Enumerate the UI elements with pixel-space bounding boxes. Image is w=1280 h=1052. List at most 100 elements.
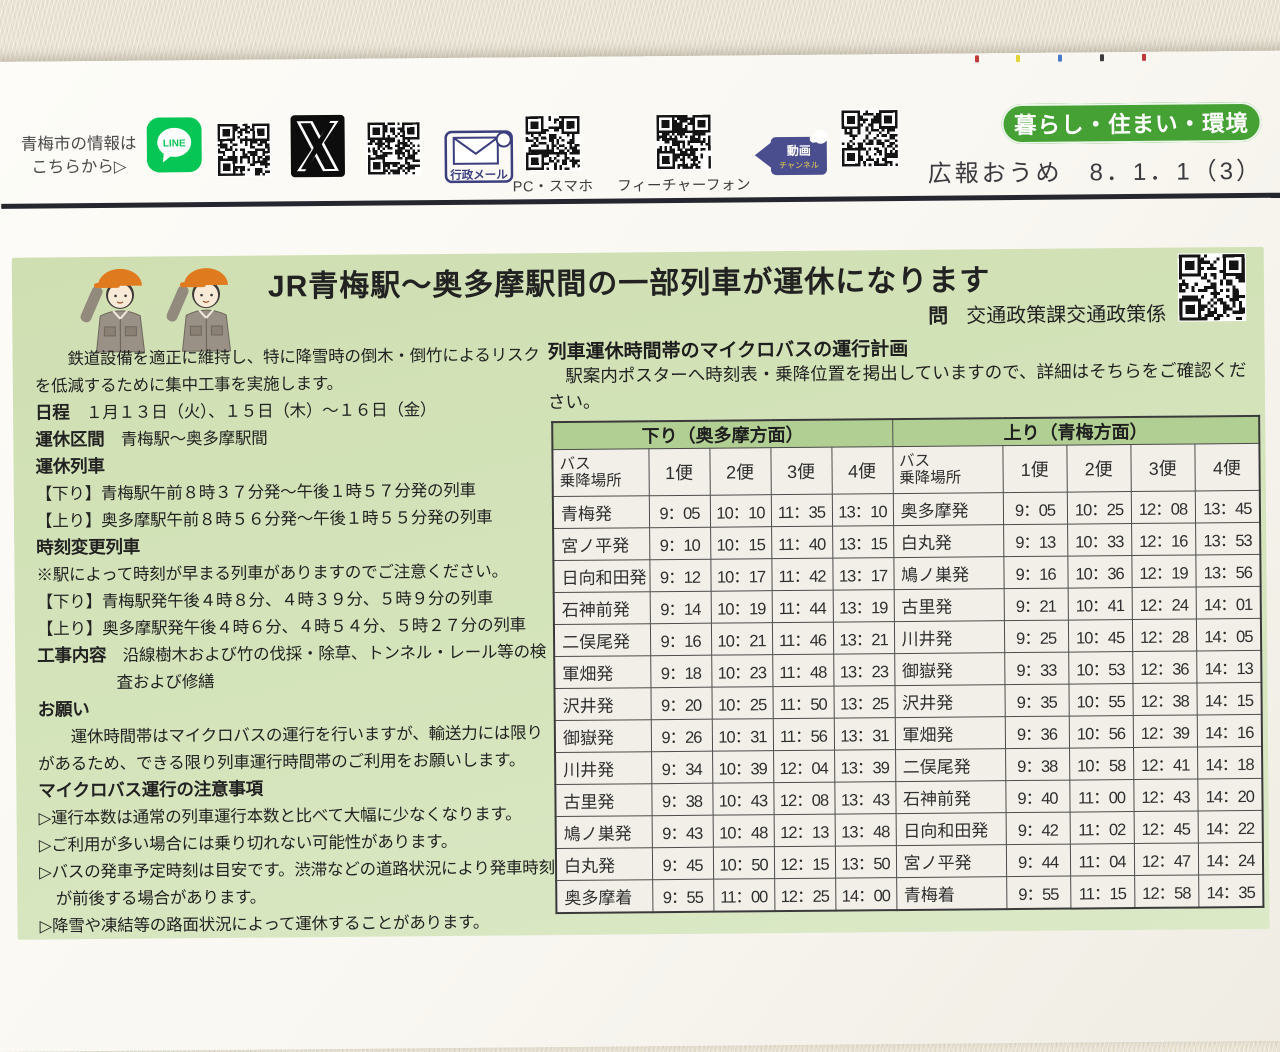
down-time-cell: 10：19 (711, 591, 772, 624)
article-title: JR青梅駅～奥多摩駅間の一部列車が運休になります (268, 254, 1168, 306)
down-stop-cell: 奥多摩着 (556, 880, 652, 913)
up-time-cell: 12：38 (1133, 683, 1197, 716)
down-time-cell: 9：26 (651, 719, 712, 752)
down-time-cell: 13：31 (834, 718, 895, 751)
down-time-cell: 11：00 (713, 879, 774, 912)
line-icon: LINE (146, 117, 202, 177)
line-label: 運休列車 (35, 456, 104, 477)
line-label: 時刻変更列車 (36, 537, 140, 558)
down-stop-column-header: バス 乗降場所 (552, 449, 648, 497)
line-label: 工事内容 (37, 645, 106, 666)
up-time-cell: 10：45 (1068, 620, 1132, 653)
qr-code-feature-phone (655, 114, 711, 170)
down-time-cell: 13：43 (834, 782, 895, 815)
print-registration-marks (0, 51, 1280, 62)
down-time-cell: 12：25 (774, 878, 835, 911)
up-service-3-header: 3便 (1130, 444, 1194, 492)
up-time-cell: 14：01 (1196, 586, 1261, 619)
down-time-cell: 13：39 (834, 750, 895, 783)
up-time-cell: 14：16 (1197, 714, 1262, 747)
newsletter-sheet: 青梅市の情報は こちらから▷ LINE 行政メール PC・スマホ (0, 51, 1280, 1022)
timetable-column-header-row: バス 乗降場所 1便 2便 3便 4便 バス 乗降場所 1便 2便 3便 4便 (552, 443, 1259, 496)
down-time-cell: 12：04 (773, 750, 834, 783)
down-time-cell: 11：50 (772, 686, 833, 719)
stop-header-line1: バス (899, 452, 1002, 470)
down-time-cell: 12：13 (774, 814, 835, 847)
print-mark (1100, 54, 1104, 61)
up-time-cell: 13：45 (1195, 490, 1260, 523)
up-service-1-header: 1便 (1002, 445, 1066, 493)
down-time-cell: 10：23 (711, 655, 772, 688)
down-time-cell: 11：35 (771, 494, 832, 527)
up-time-cell: 10：58 (1069, 748, 1133, 781)
down-time-cell: 9：38 (651, 783, 712, 816)
down-time-cell: 10：31 (712, 719, 773, 752)
down-time-cell: 11：46 (772, 622, 833, 655)
down-time-cell: 13：15 (832, 526, 893, 559)
up-stop-cell: 白丸発 (893, 525, 1003, 558)
bus-timetable: 下り（奥多摩方面） 上り（青梅方面） バス 乗降場所 1便 2便 3便 4便 バ… (551, 415, 1264, 914)
up-time-cell: 9：16 (1003, 556, 1067, 589)
body-line: 運休時間帯はマイクロバスの運行を行いますが、輸送力には限りがあるため、できる限り… (38, 719, 554, 778)
down-time-cell: 13：25 (833, 686, 894, 719)
down-time-cell: 10：15 (710, 527, 771, 560)
up-time-cell: 10：36 (1067, 556, 1131, 589)
down-service-3-header: 3便 (770, 447, 831, 495)
up-time-cell: 14：24 (1198, 842, 1263, 875)
line-label: 運休区間 (35, 429, 104, 450)
up-time-cell: 11：00 (1069, 780, 1133, 813)
stop-header-line1: バス (559, 455, 648, 473)
bus-plan-body: 駅案内ポスターへ時刻表・乗降位置を掲出していますので、詳細はそちらをご確認くださ… (548, 357, 1262, 415)
video-channel-icon: 動画 チャンネル (753, 129, 835, 187)
down-time-cell: 9：10 (649, 527, 710, 560)
up-time-cell: 9：40 (1005, 780, 1069, 813)
stop-header-line2: 乗降場所 (899, 469, 1002, 487)
up-time-cell: 9：25 (1004, 620, 1068, 653)
down-time-cell: 10：17 (710, 559, 771, 592)
up-time-cell: 13：53 (1195, 522, 1260, 555)
down-service-4-header: 4便 (831, 447, 892, 495)
up-stop-cell: 古里発 (894, 589, 1004, 622)
down-stop-cell: 鳩ノ巣発 (556, 816, 652, 849)
up-time-cell: 11：04 (1070, 844, 1134, 877)
down-time-cell: 13：48 (835, 814, 896, 847)
down-stop-cell: 御嶽発 (555, 720, 651, 753)
category-badge: 暮らし・住まい・環境 (1001, 102, 1261, 144)
issue-info: 広報おうめ 8．1．1（3） (927, 151, 1263, 189)
down-time-cell: 10：43 (712, 783, 773, 816)
up-time-cell: 12：39 (1133, 715, 1197, 748)
down-time-cell: 12：15 (774, 846, 835, 879)
city-info-line1: 青梅市の情報は (17, 133, 141, 157)
body-line: 【上り】奥多摩駅午前８時５６分発～午後１時５５分発の列車 (36, 503, 552, 535)
body-line: 工事内容 沿線樹木および竹の伐採・除草、トンネル・レール等の検査および修繕 (37, 638, 553, 697)
down-time-cell: 10：48 (713, 815, 774, 848)
down-time-cell: 13：17 (832, 558, 893, 591)
up-time-cell: 14：05 (1196, 618, 1261, 651)
down-stop-cell: 宮ノ平発 (553, 528, 649, 561)
stop-header-line2: 乗降場所 (560, 472, 649, 490)
left-column: 鉄道設備を適正に維持し、特に降雪時の倒木・倒竹によるリスクを低減するために集中工… (34, 341, 555, 939)
down-stop-cell: 古里発 (555, 784, 651, 817)
down-time-cell: 9：20 (650, 687, 711, 720)
down-time-cell: 12：08 (773, 782, 834, 815)
newsletter-paper: 青梅市の情報は こちらから▷ LINE 行政メール PC・スマホ (0, 51, 1280, 1052)
up-time-cell: 10：55 (1069, 684, 1133, 717)
up-time-cell: 9：33 (1004, 652, 1068, 685)
down-time-cell: 9：18 (650, 655, 711, 688)
down-time-cell: 11：48 (772, 654, 833, 687)
down-stop-cell: 青梅発 (553, 496, 649, 529)
up-stop-column-header: バス 乗降場所 (892, 446, 1002, 494)
up-time-cell: 12：41 (1133, 747, 1197, 780)
up-time-cell: 10：56 (1069, 716, 1133, 749)
up-time-cell: 11：02 (1070, 812, 1134, 845)
city-info-line2: こちらから▷ (17, 156, 141, 180)
up-service-4-header: 4便 (1194, 443, 1259, 491)
down-time-cell: 11：56 (773, 718, 834, 751)
down-time-cell: 13：19 (833, 590, 894, 623)
up-stop-cell: 青梅着 (896, 877, 1006, 910)
down-time-cell: 9：34 (651, 751, 712, 784)
down-service-2-header: 2便 (709, 448, 770, 496)
qr-code-pc-smartphone (524, 115, 580, 171)
qr-code-video-channel (840, 109, 899, 168)
